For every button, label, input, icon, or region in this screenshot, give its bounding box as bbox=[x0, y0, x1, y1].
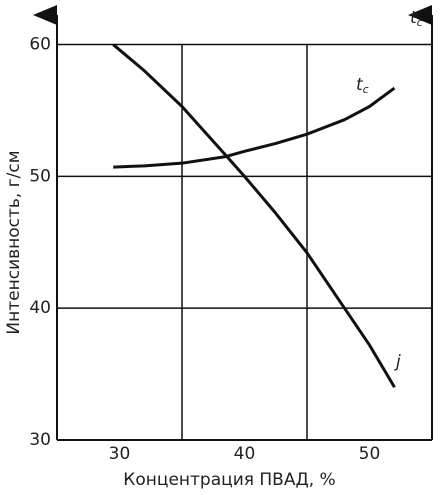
y-axis-label: Интенсивность, г/см bbox=[4, 150, 24, 334]
y-tick-label: 50 bbox=[29, 166, 51, 186]
x-axis-label: Концентрация ПВАД, % bbox=[123, 470, 335, 490]
series-label: j bbox=[394, 352, 401, 372]
series-label: tc bbox=[356, 75, 369, 96]
series-label-sub: c bbox=[363, 83, 369, 96]
y2-label-main: t bbox=[410, 8, 418, 28]
series-label-main: t bbox=[356, 75, 364, 95]
y-tick-label: 30 bbox=[29, 430, 51, 450]
y2-axis-label: tc bbox=[410, 8, 423, 29]
y-tick-label: 40 bbox=[29, 298, 51, 318]
x-tick-label: 50 bbox=[359, 444, 381, 464]
x-tick-label: 40 bbox=[234, 444, 256, 464]
y2-label-sub: c bbox=[417, 16, 423, 29]
series-line bbox=[113, 86, 396, 169]
y-tick-label: 60 bbox=[29, 35, 51, 55]
series-line bbox=[112, 43, 396, 389]
x-tick-label: 30 bbox=[109, 444, 131, 464]
